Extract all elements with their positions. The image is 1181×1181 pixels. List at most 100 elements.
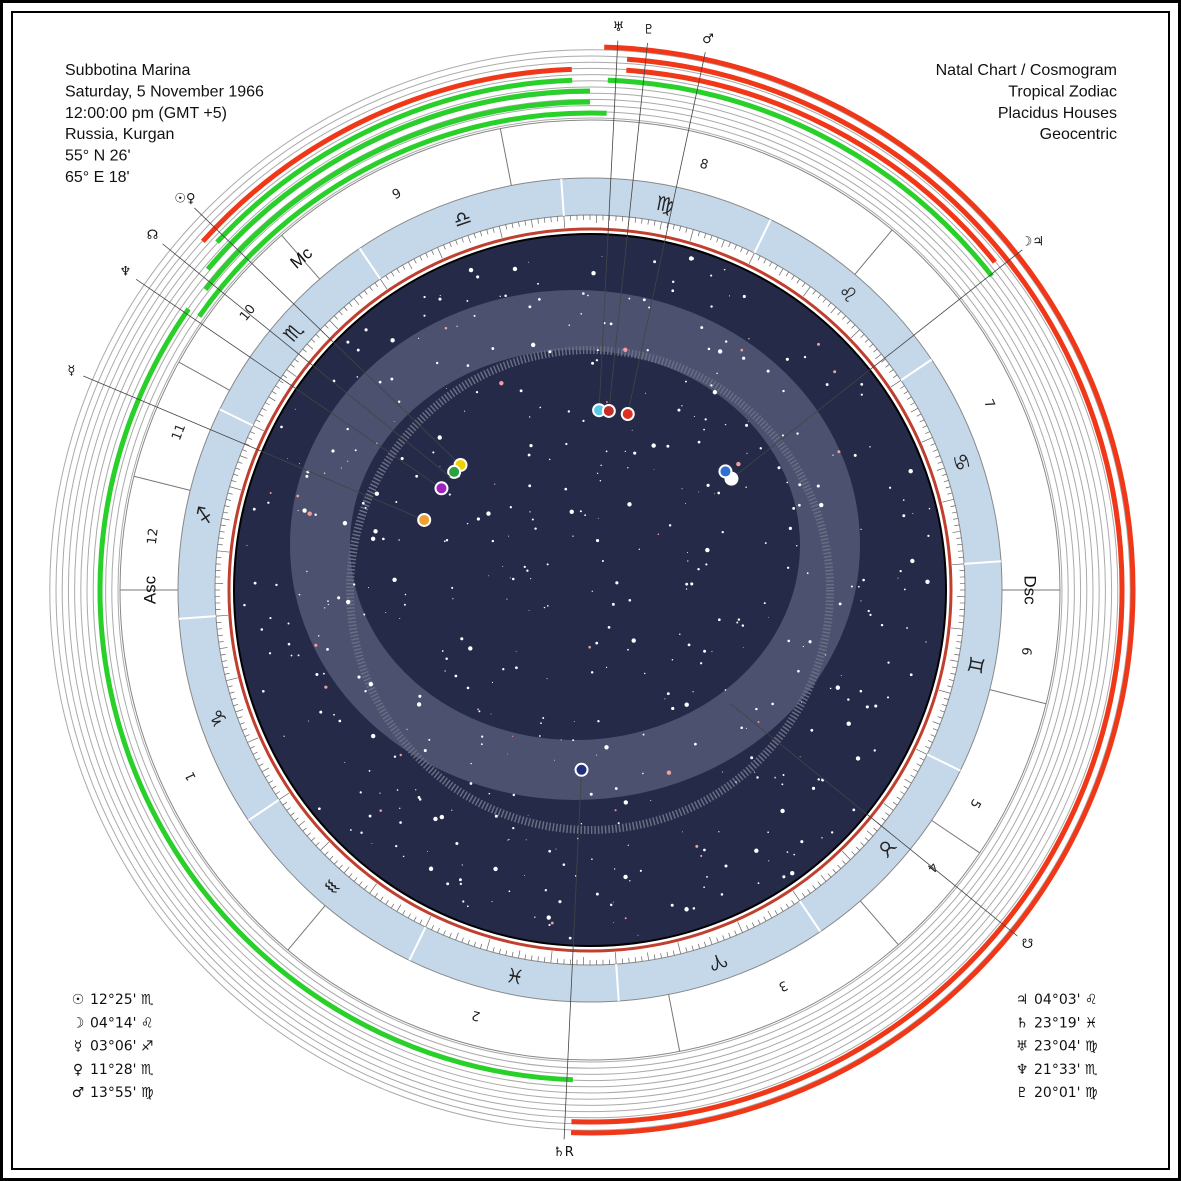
star [623,874,628,880]
planet-position: 04°14' ♌ [90,1015,153,1031]
star [741,624,745,627]
star [546,678,548,680]
star [724,340,728,343]
star [860,382,864,386]
star [512,266,518,272]
degree-tick [932,721,941,725]
degree-tick [796,278,800,284]
degree-tick [231,697,237,700]
star [427,851,428,852]
star [800,840,804,844]
star [607,625,611,629]
star [906,627,908,629]
degree-tick [801,282,806,288]
degree-tick [746,925,749,931]
star [439,465,441,467]
star [527,814,529,816]
degree-tick [913,769,919,773]
star [860,600,862,602]
star [342,520,348,526]
star [528,305,532,309]
chart-info: 55° N 26' [65,148,131,165]
frame-inner [11,11,1170,1170]
degree-tick [709,936,713,945]
sign-divider [408,926,427,961]
star [748,338,750,340]
star [446,387,447,389]
star [433,816,438,822]
star [512,735,514,737]
sign-divider [358,247,382,280]
star [466,686,470,690]
star [695,844,699,848]
star [637,934,639,936]
star [396,789,399,791]
star [439,295,441,297]
sign-divider [560,178,565,216]
star [460,637,464,641]
star [787,639,791,643]
star [745,423,749,427]
star [925,579,930,584]
star [399,753,402,757]
degree-tick [666,951,669,957]
star [290,654,293,657]
star [508,535,510,537]
sign-glyph: ♊ [962,654,989,676]
star [605,450,608,453]
planet-glyph: ♆ [1016,1062,1029,1078]
star [548,849,552,853]
degree-tick [904,778,912,784]
house-number: 8 [698,157,710,174]
star [700,662,703,665]
degree-tick [320,841,330,851]
chart-setting: Natal Chart / Cosmogram [936,62,1117,79]
degree-tick [716,937,719,943]
planet-glyph: ☽ [72,1015,85,1031]
degree-tick [219,530,225,533]
degree-tick [951,666,957,669]
star [653,260,657,264]
degree-tick [294,817,299,822]
aspect-arc [197,110,607,318]
degree-tick [498,948,501,954]
degree-tick [249,746,255,749]
angle-label: Dsc [1021,575,1040,605]
outer-ring [49,49,1131,1131]
planet-label: ♇ [643,23,655,38]
planet-label: ☿ [67,363,75,378]
planet-marker [417,512,432,527]
degree-tick [374,282,379,288]
degree-tick [473,233,476,239]
house-cusp [859,900,899,946]
degree-tick [903,785,909,790]
degree-tick [774,910,778,915]
degree-tick [778,268,784,276]
star [491,347,495,350]
degree-tick [927,740,933,743]
star [494,483,496,485]
planet-label: ♄R [553,1145,574,1160]
star [614,809,617,812]
star [418,337,420,339]
degree-tick [282,801,288,806]
star [595,538,600,543]
star [754,771,756,773]
star [324,685,328,689]
aspect-arc [571,56,1125,1125]
star [803,355,807,359]
degree-tick [480,943,483,949]
planet-position: 11°28' ♏ [90,1062,154,1078]
star [403,603,406,606]
star [786,851,789,853]
star [837,450,841,454]
star [509,577,511,579]
star [359,791,362,794]
star [685,380,687,383]
star [399,807,401,809]
star [475,390,479,394]
degree-tick [932,449,938,452]
star [700,854,703,857]
degree-tick [614,952,617,965]
degree-tick [239,722,245,725]
